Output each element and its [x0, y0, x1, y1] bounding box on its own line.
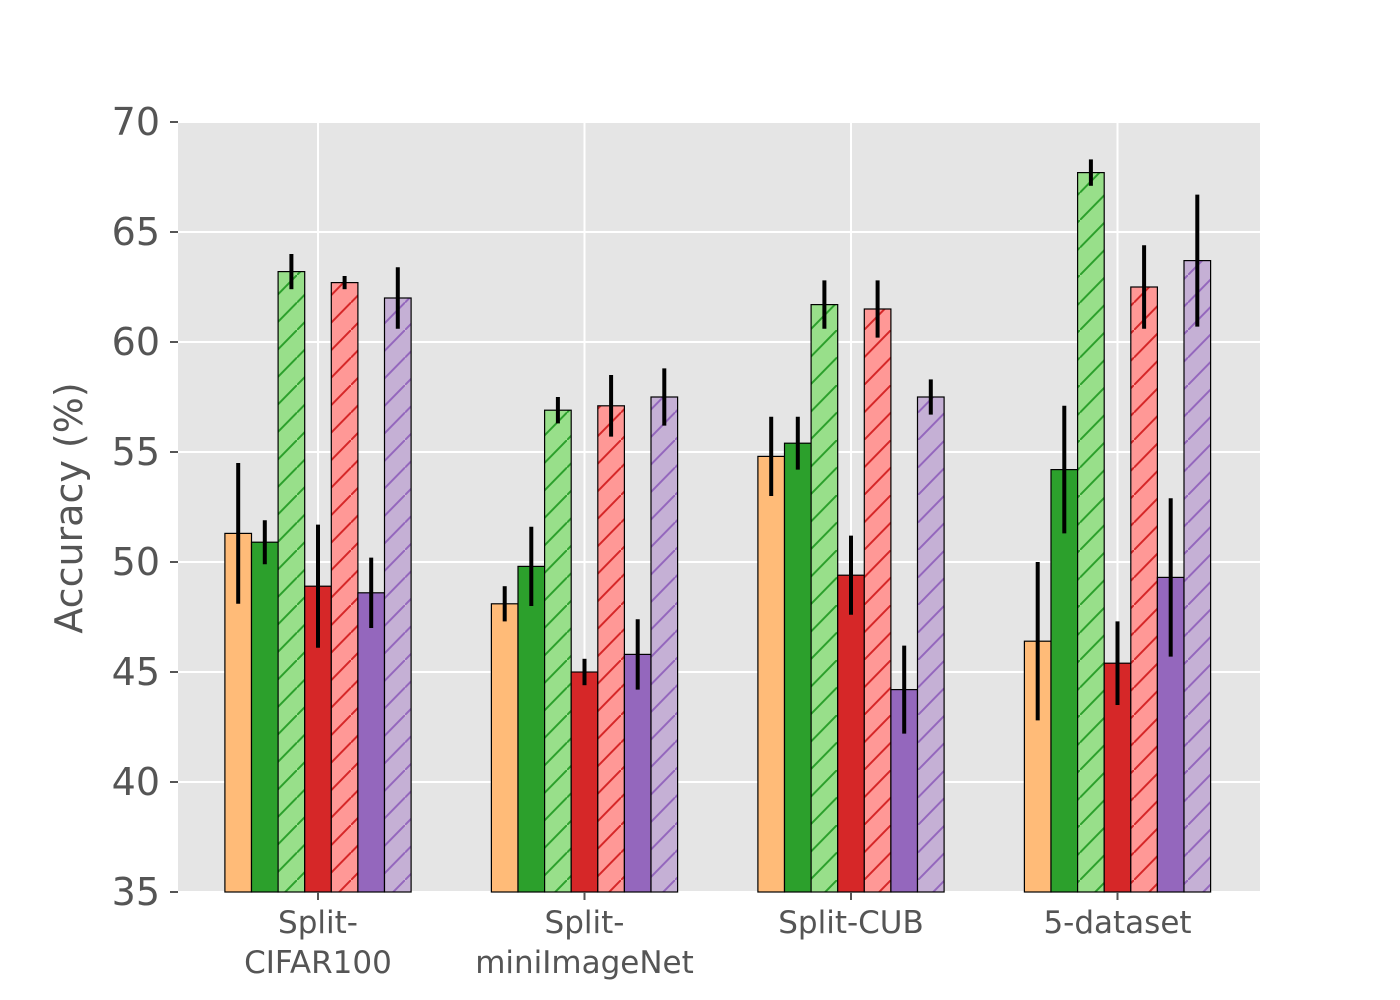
- bar: [783, 442, 812, 893]
- bar: [837, 574, 865, 893]
- y-tick-label: 70: [112, 100, 160, 144]
- y-tick-label: 40: [112, 760, 160, 804]
- y-tick-label: 50: [112, 540, 160, 584]
- bar: [1050, 469, 1079, 893]
- y-tick-label: 60: [112, 320, 160, 364]
- bar: [863, 308, 892, 893]
- bar: [277, 271, 306, 893]
- error-bars: [236, 159, 1200, 734]
- bar: [517, 565, 546, 893]
- x-tick-label: CIFAR100: [244, 945, 392, 981]
- bars: [224, 172, 1212, 893]
- y-tick-label: 45: [112, 650, 160, 694]
- bar: [810, 304, 839, 893]
- bar: [357, 592, 386, 893]
- bar: [623, 653, 652, 893]
- bar: [1076, 172, 1105, 893]
- y-tick-label: 35: [112, 870, 160, 914]
- bar: [543, 409, 572, 893]
- x-tick-label: Split-CUB: [778, 905, 924, 941]
- bar: [1130, 286, 1159, 893]
- y-tick-label: 55: [112, 430, 160, 474]
- bar: [490, 603, 519, 893]
- x-tick-label: miniImageNet: [475, 945, 694, 981]
- bar: [650, 396, 679, 893]
- bar: [570, 671, 599, 893]
- y-axis: 35 40 45 50 55 60 65 70: [112, 100, 178, 914]
- y-axis-title: Accuracy (%): [47, 382, 91, 633]
- bar: [250, 541, 279, 893]
- x-axis: Split- CIFAR100 Split-miniImageNet Split-CU…: [244, 892, 1192, 981]
- x-tick-label: Split-: [278, 905, 358, 941]
- bar: [383, 297, 412, 893]
- x-tick-label: Split-: [545, 905, 625, 941]
- y-tick-label: 65: [112, 210, 160, 254]
- bar: [330, 282, 359, 893]
- bar: [597, 405, 625, 893]
- x-tick-label: 5-dataset: [1043, 905, 1191, 941]
- bar: [757, 455, 786, 893]
- bar: [1183, 260, 1212, 893]
- bar: [916, 396, 945, 893]
